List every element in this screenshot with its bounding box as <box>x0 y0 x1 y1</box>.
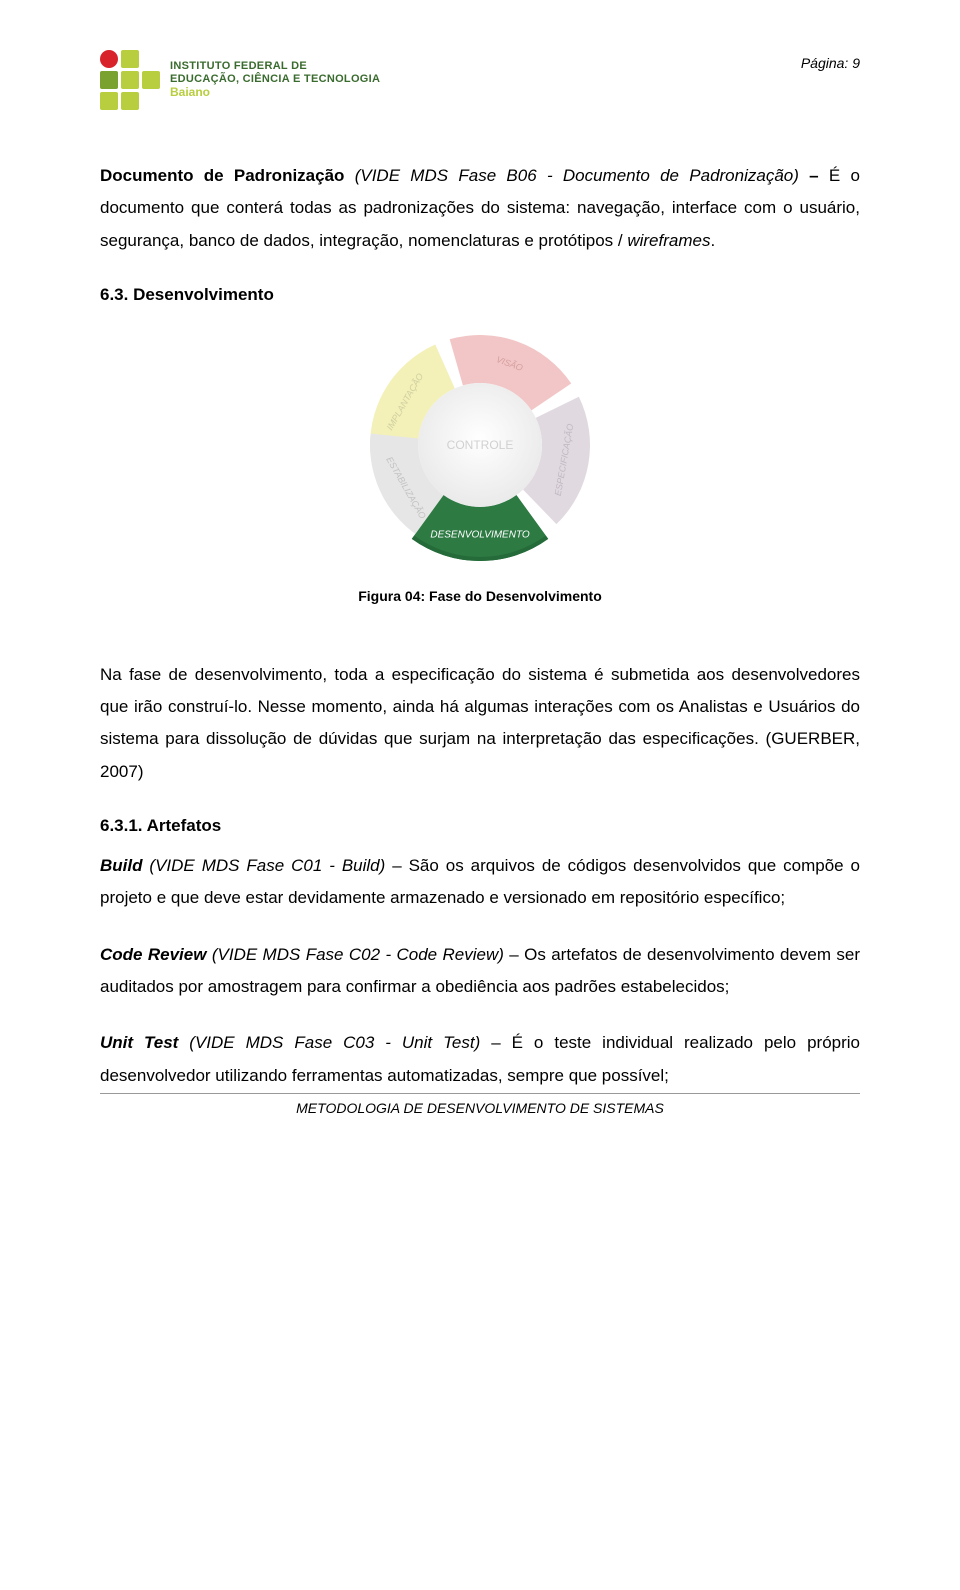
logo-square <box>142 71 160 89</box>
artefato-build: Build (VIDE MDS Fase C01 - Build) – São … <box>100 850 860 915</box>
ring-center-label: CONTROLE <box>447 438 514 452</box>
logo-square <box>121 50 139 68</box>
logo-square <box>100 92 118 110</box>
logo-square-empty <box>142 50 160 68</box>
institution-logo: INSTITUTO FEDERAL DE EDUCAÇÃO, CIÊNCIA E… <box>100 50 380 110</box>
logo-text: INSTITUTO FEDERAL DE EDUCAÇÃO, CIÊNCIA E… <box>170 60 380 99</box>
logo-square <box>100 50 118 68</box>
p1-dash: – <box>799 166 829 185</box>
artefato-unit-test: Unit Test (VIDE MDS Fase C03 - Unit Test… <box>100 1027 860 1092</box>
p1-lead: Documento de Padronização <box>100 166 344 185</box>
footer-text: METODOLOGIA DE DESENVOLVIMENTO DE SISTEM… <box>100 1093 860 1116</box>
heading-6-3-1: 6.3.1. Artefatos <box>100 816 860 836</box>
figure-ring-chart: CONTROLE IMPLANTAÇÃOVISÃOESPECIFICAÇÃODE… <box>100 335 860 570</box>
build-ref: (VIDE MDS Fase C01 - Build) <box>143 856 386 875</box>
ut-lead: Unit Test <box>100 1033 178 1052</box>
ut-ref: (VIDE MDS Fase C03 - Unit Test) <box>178 1033 480 1052</box>
logo-square-empty <box>142 92 160 110</box>
p1-ref: (VIDE MDS Fase B06 - Documento de Padron… <box>344 166 798 185</box>
ring-diagram: CONTROLE IMPLANTAÇÃOVISÃOESPECIFICAÇÃODE… <box>350 335 610 565</box>
p1-wireframes: wireframes <box>627 231 710 250</box>
page-footer: METODOLOGIA DE DESENVOLVIMENTO DE SISTEM… <box>100 1093 860 1116</box>
logo-line-1: INSTITUTO FEDERAL DE <box>170 60 380 73</box>
page-header: INSTITUTO FEDERAL DE EDUCAÇÃO, CIÊNCIA E… <box>100 50 860 110</box>
artefato-code-review: Code Review (VIDE MDS Fase C02 - Code Re… <box>100 939 860 1004</box>
logo-line-3: Baiano <box>170 86 380 100</box>
figure-caption: Figura 04: Fase do Desenvolvimento <box>100 588 860 604</box>
cr-ref: (VIDE MDS Fase C02 - Code Review) <box>206 945 503 964</box>
paragraph-doc-padronizacao: Documento de Padronização (VIDE MDS Fase… <box>100 160 860 257</box>
ring-segment-label: DESENVOLVIMENTO <box>430 530 530 541</box>
logo-square <box>121 92 139 110</box>
document-page: INSTITUTO FEDERAL DE EDUCAÇÃO, CIÊNCIA E… <box>0 0 960 1156</box>
paragraph-dev-phase: Na fase de desenvolvimento, toda a espec… <box>100 659 860 788</box>
page-number: Página: 9 <box>801 55 860 71</box>
build-lead: Build <box>100 856 143 875</box>
logo-square <box>100 71 118 89</box>
artefatos-block: Build (VIDE MDS Fase C01 - Build) – São … <box>100 850 860 1092</box>
logo-mark <box>100 50 160 110</box>
p1-period: . <box>710 231 715 250</box>
heading-6-3: 6.3. Desenvolvimento <box>100 285 860 305</box>
logo-line-2: EDUCAÇÃO, CIÊNCIA E TECNOLOGIA <box>170 73 380 86</box>
logo-square <box>121 71 139 89</box>
cr-lead: Code Review <box>100 945 206 964</box>
